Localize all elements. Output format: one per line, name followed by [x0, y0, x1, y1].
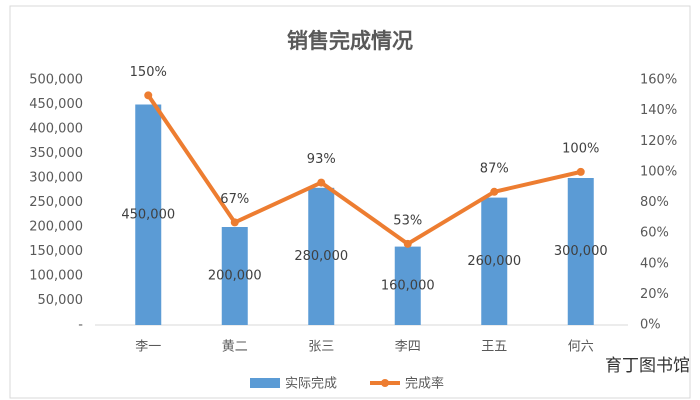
y2-tick-label: 80% — [640, 195, 669, 210]
line-value-label: 87% — [480, 161, 509, 176]
bar — [567, 178, 594, 325]
line-value-label: 93% — [307, 152, 336, 167]
x-tick-label: 张三 — [308, 340, 334, 355]
bar — [481, 197, 508, 325]
chart-title: 销售完成情况 — [287, 29, 413, 53]
y2-tick-label: 60% — [640, 226, 669, 241]
legend-label: 完成率 — [405, 376, 444, 392]
x-tick-label: 黄二 — [222, 340, 248, 355]
y-tick-label: 250,000 — [29, 195, 83, 210]
y-tick-label: 350,000 — [29, 146, 83, 161]
y-tick-label: 500,000 — [29, 73, 83, 88]
bar — [308, 187, 335, 325]
line-point — [490, 187, 499, 196]
line-point — [403, 239, 412, 248]
y-tick-label: 100,000 — [29, 269, 83, 284]
y-tick-label: 150,000 — [29, 244, 83, 259]
y-tick-label: 300,000 — [29, 171, 83, 186]
chart-border — [9, 5, 691, 399]
y2-tick-label: 20% — [640, 287, 669, 302]
x-tick-label: 何六 — [568, 339, 594, 355]
line-point — [576, 167, 585, 176]
y2-tick-label: 160% — [640, 73, 677, 88]
y2-tick-label: 40% — [640, 256, 669, 271]
y-tick-label: 450,000 — [29, 97, 83, 112]
line-value-label: 150% — [130, 65, 167, 80]
y2-tick-label: 0% — [640, 318, 661, 333]
x-tick-label: 李一 — [135, 340, 161, 355]
watermark: 育丁图书馆 — [605, 356, 690, 376]
line-value-label: 67% — [220, 192, 249, 207]
bar-value-label: 300,000 — [554, 244, 608, 259]
y-tick-label: 200,000 — [29, 220, 83, 235]
y2-tick-label: 120% — [640, 134, 677, 149]
bar-value-label: 450,000 — [121, 207, 175, 222]
bar-value-label: 200,000 — [208, 269, 262, 284]
line-point — [317, 178, 326, 187]
bar-value-label: 260,000 — [467, 254, 521, 269]
bar — [135, 104, 162, 325]
y2-tick-label: 140% — [640, 103, 677, 118]
line — [146, 94, 582, 246]
line-point — [144, 91, 153, 100]
y-tick-label: 50,000 — [38, 293, 84, 308]
legend-swatch — [250, 378, 280, 388]
legend-label: 实际完成 — [285, 377, 337, 392]
x-tick-label: 李四 — [395, 340, 421, 355]
y2-tick-label: 100% — [640, 164, 677, 179]
legend-swatch — [381, 379, 389, 387]
bar-value-label: 280,000 — [294, 249, 348, 264]
bar — [221, 227, 248, 325]
y-tick-label: - — [78, 318, 83, 333]
bar — [394, 246, 421, 325]
x-tick-label: 王五 — [481, 340, 507, 355]
line-value-label: 100% — [562, 141, 599, 156]
line-point — [230, 218, 239, 227]
y-tick-label: 400,000 — [29, 122, 83, 137]
bar-value-label: 160,000 — [381, 278, 435, 293]
line-value-label: 53% — [393, 213, 422, 228]
